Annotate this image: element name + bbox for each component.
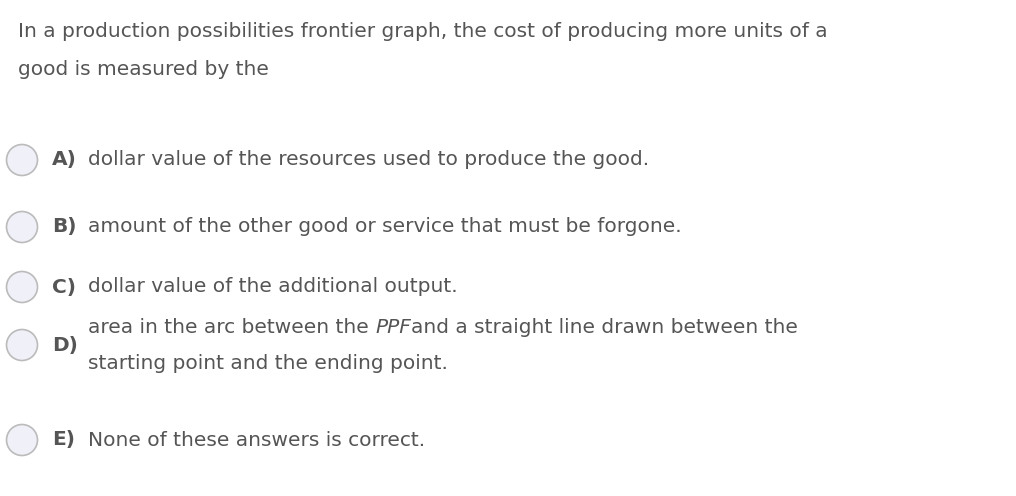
Text: In a production possibilities frontier graph, the cost of producing more units o: In a production possibilities frontier g… [18,22,828,41]
Ellipse shape [6,211,38,243]
Text: amount of the other good or service that must be forgone.: amount of the other good or service that… [88,218,682,237]
Text: C): C) [52,277,76,297]
Text: area in the arc between the: area in the arc between the [88,318,375,337]
Text: and a straight line drawn between the: and a straight line drawn between the [411,318,798,337]
Ellipse shape [6,329,38,361]
Text: starting point and the ending point.: starting point and the ending point. [88,354,448,373]
Text: E): E) [52,431,75,449]
Text: good is measured by the: good is measured by the [18,60,269,79]
Ellipse shape [6,271,38,303]
Text: PPF: PPF [375,318,411,337]
Text: None of these answers is correct.: None of these answers is correct. [88,431,425,449]
Text: dollar value of the additional output.: dollar value of the additional output. [88,277,457,297]
Ellipse shape [6,425,38,455]
Text: dollar value of the resources used to produce the good.: dollar value of the resources used to pr… [88,150,649,170]
Text: A): A) [52,150,77,170]
Text: B): B) [52,218,76,237]
Text: D): D) [52,335,78,355]
Ellipse shape [6,144,38,176]
